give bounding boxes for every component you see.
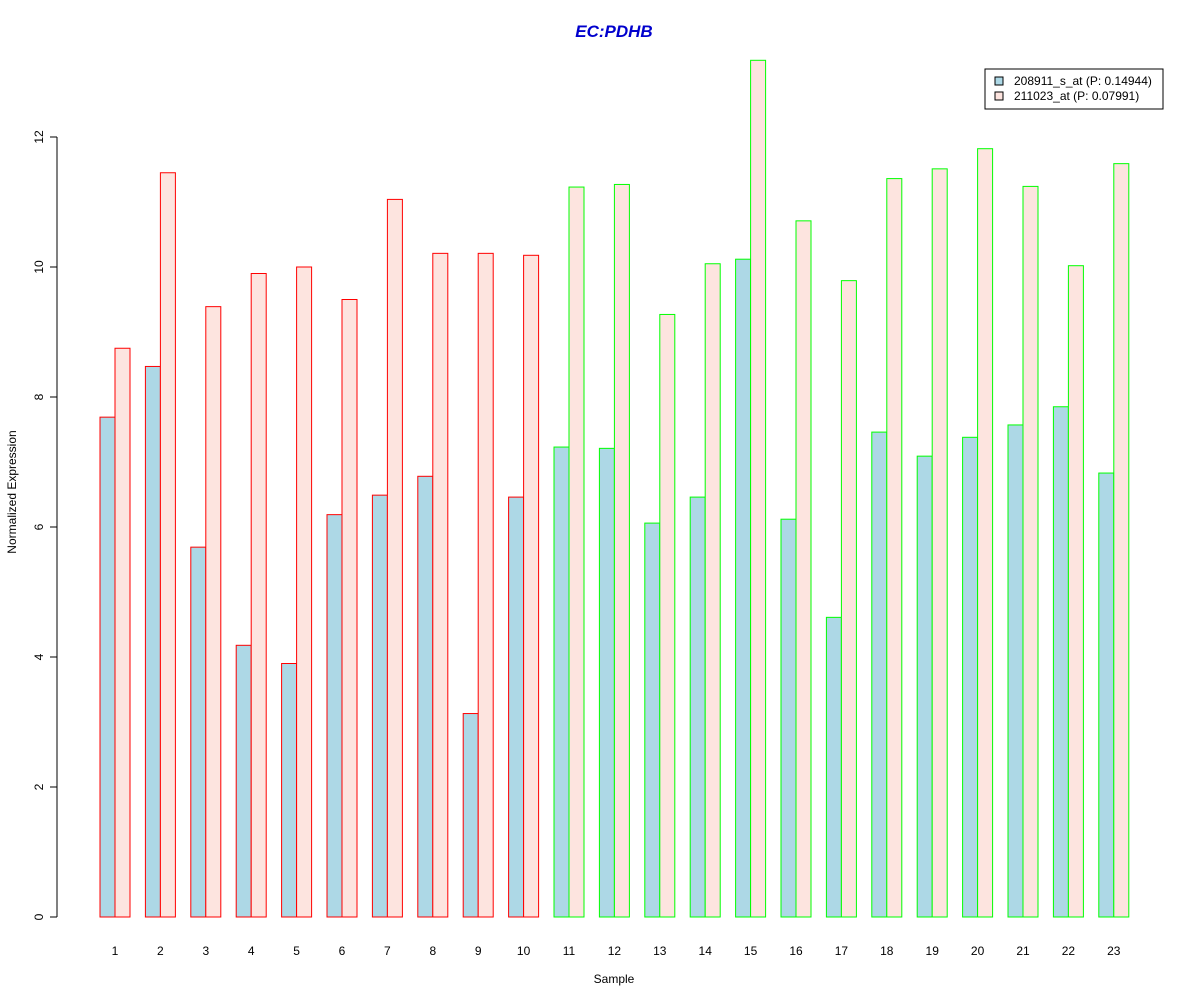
bar-sample-1-series-1 — [99, 416, 116, 918]
bar-sample-11-series-1 — [553, 446, 570, 918]
bar-sample-6-series-2 — [341, 299, 358, 918]
legend-box — [984, 68, 1164, 110]
y-tick-label: 2 — [32, 783, 46, 790]
bar-sample-5-series-1 — [281, 663, 298, 918]
bar-series-group — [99, 59, 1130, 918]
bar-sample-17-series-1 — [825, 616, 842, 918]
x-tick-label: 14 — [699, 944, 713, 958]
bar-sample-7-series-1 — [371, 494, 388, 918]
bar-sample-15-series-2 — [750, 59, 767, 918]
bar-sample-8-series-1 — [417, 475, 434, 918]
y-tick-label: 6 — [32, 523, 46, 530]
bar-sample-10-series-1 — [508, 496, 525, 918]
bar-sample-6-series-1 — [326, 514, 343, 918]
bar-sample-3-series-2 — [205, 306, 222, 918]
x-tick-label: 19 — [926, 944, 940, 958]
x-tick-label: 7 — [384, 944, 391, 958]
legend-label-series-2: 211023_at (P: 0.07991) — [1014, 89, 1139, 103]
y-axis-title: Normalized Expression — [5, 430, 19, 553]
bar-sample-15-series-1 — [735, 258, 752, 918]
legend: 208911_s_at (P: 0.14944) 211023_at (P: 0… — [984, 68, 1164, 110]
y-tick-label: 10 — [32, 260, 46, 274]
bar-sample-18-series-2 — [886, 178, 903, 918]
x-tick-label: 23 — [1107, 944, 1121, 958]
bar-sample-14-series-1 — [689, 496, 706, 918]
x-tick-label: 11 — [563, 944, 576, 958]
x-tick-label: 10 — [517, 944, 531, 958]
bar-sample-19-series-1 — [916, 455, 933, 918]
legend-label-series-1: 208911_s_at (P: 0.14944) — [1014, 74, 1152, 88]
x-tick-label: 2 — [157, 944, 164, 958]
x-tick-label: 12 — [608, 944, 622, 958]
x-tick-label: 8 — [429, 944, 436, 958]
x-tick-label: 6 — [339, 944, 346, 958]
x-tick-label: 18 — [880, 944, 894, 958]
x-tick-label: 21 — [1016, 944, 1030, 958]
bar-sample-4-series-1 — [235, 644, 252, 918]
bar-sample-17-series-2 — [840, 280, 857, 918]
bar-sample-23-series-2 — [1113, 163, 1130, 918]
x-tick-label: 4 — [248, 944, 255, 958]
bar-sample-21-series-1 — [1007, 424, 1024, 918]
chart-title: EC:PDHB — [575, 22, 652, 41]
bar-sample-19-series-2 — [931, 168, 948, 918]
bar-sample-21-series-2 — [1022, 185, 1039, 918]
legend-swatch-series-1 — [994, 76, 1004, 86]
bar-sample-13-series-1 — [644, 522, 661, 918]
bar-sample-14-series-2 — [704, 263, 721, 918]
y-tick-label: 0 — [32, 913, 46, 920]
y-tick-label: 4 — [32, 653, 46, 660]
bar-sample-7-series-2 — [386, 198, 403, 918]
bar-sample-13-series-2 — [659, 313, 676, 918]
x-tick-label: 9 — [475, 944, 482, 958]
x-tick-label: 3 — [202, 944, 209, 958]
bar-sample-22-series-2 — [1067, 265, 1084, 918]
x-tick-label: 15 — [744, 944, 758, 958]
bar-sample-9-series-2 — [477, 252, 494, 918]
bar-sample-16-series-2 — [795, 220, 812, 918]
bar-sample-1-series-2 — [114, 347, 131, 918]
bar-sample-10-series-2 — [523, 254, 540, 918]
bar-sample-22-series-1 — [1052, 406, 1069, 918]
x-tick-label: 1 — [112, 944, 119, 958]
bar-sample-18-series-1 — [871, 431, 888, 918]
bar-sample-16-series-1 — [780, 518, 797, 918]
y-tick-label: 8 — [32, 393, 46, 400]
bar-sample-23-series-1 — [1098, 472, 1115, 918]
bar-sample-2-series-2 — [159, 172, 176, 918]
x-tick-label: 16 — [789, 944, 803, 958]
y-axis: 0 2 4 6 8 10 12 — [32, 130, 58, 920]
bar-sample-12-series-2 — [613, 183, 630, 918]
bar-sample-11-series-2 — [568, 186, 585, 918]
bar-sample-20-series-2 — [977, 148, 994, 918]
bar-sample-2-series-1 — [144, 365, 161, 918]
x-tick-label: 17 — [835, 944, 849, 958]
x-tick-label: 22 — [1062, 944, 1076, 958]
bar-sample-8-series-2 — [432, 252, 449, 918]
bar-sample-12-series-1 — [598, 447, 615, 918]
x-axis-ticks: 1 2 3 4 5 6 7 8 9 10 11 12 13 14 15 16 17 18 19 20 21 22 23 — [112, 944, 1121, 958]
x-tick-label: 5 — [293, 944, 300, 958]
x-axis-title: Sample — [594, 972, 635, 986]
y-tick-label: 12 — [32, 130, 46, 144]
bar-sample-20-series-1 — [962, 436, 979, 918]
x-tick-label: 13 — [653, 944, 667, 958]
bar-sample-9-series-1 — [462, 713, 479, 918]
bar-sample-5-series-2 — [296, 266, 313, 918]
x-tick-label: 20 — [971, 944, 985, 958]
legend-swatch-series-2 — [994, 91, 1004, 101]
bar-sample-3-series-1 — [190, 546, 207, 918]
bar-sample-4-series-2 — [250, 273, 267, 918]
